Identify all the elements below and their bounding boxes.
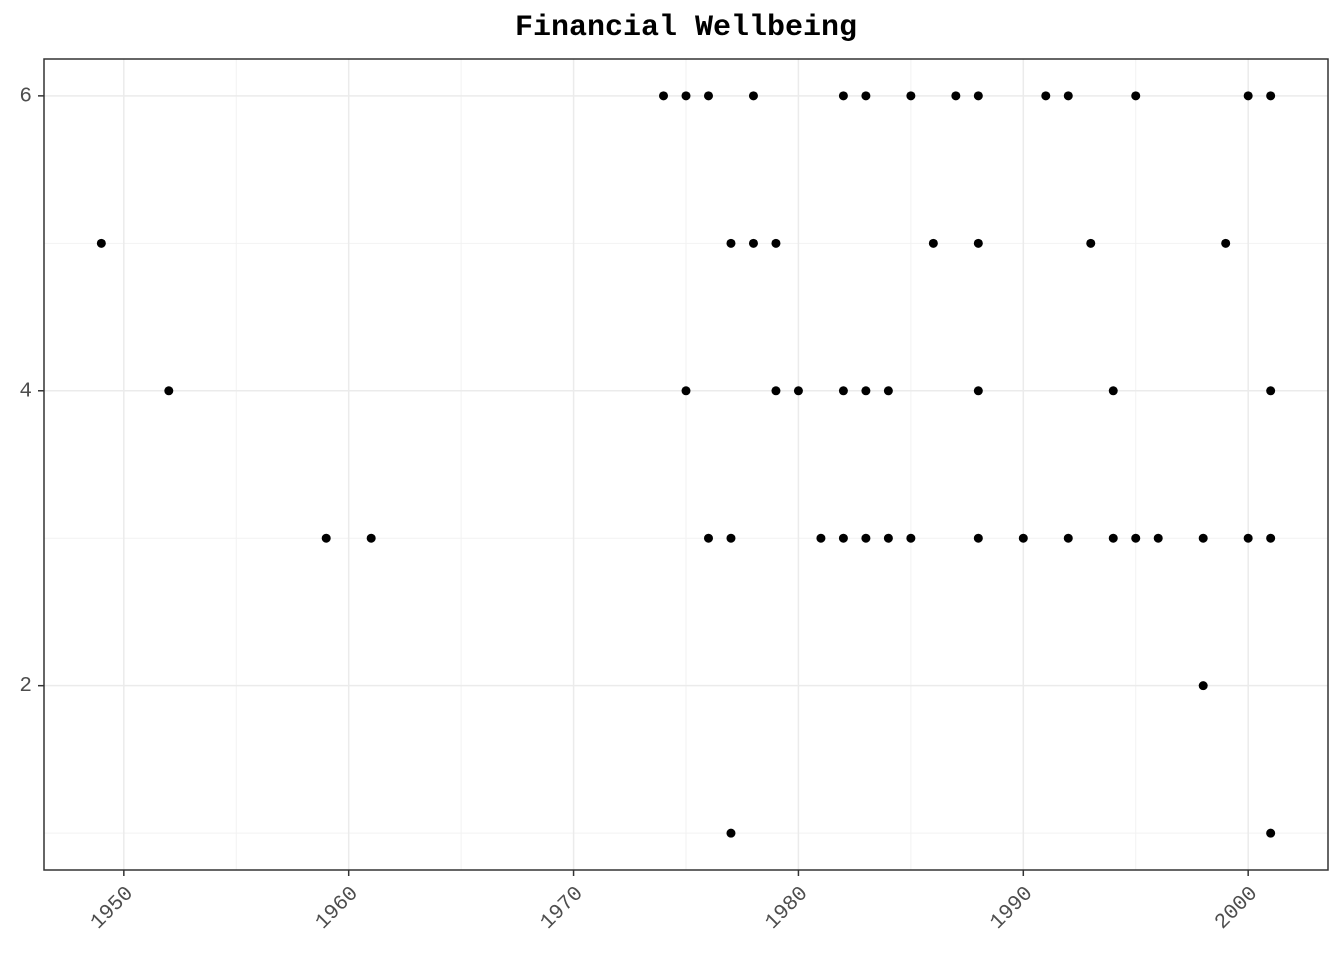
point	[726, 238, 736, 248]
point	[681, 386, 691, 396]
point	[1221, 238, 1231, 248]
y-tick-label: 2	[19, 675, 32, 698]
point	[973, 386, 983, 396]
x-tick-label: 1960	[312, 883, 364, 935]
point	[793, 386, 803, 396]
point	[1266, 91, 1276, 101]
point	[861, 533, 871, 543]
point	[973, 238, 983, 248]
point	[1018, 533, 1028, 543]
x-tick-label: 1990	[986, 883, 1038, 935]
point	[748, 238, 758, 248]
point	[816, 533, 826, 543]
point	[164, 386, 174, 396]
point	[1266, 386, 1276, 396]
point	[1243, 533, 1253, 543]
point	[1131, 91, 1141, 101]
point	[1198, 533, 1208, 543]
x-tick-label: 1980	[761, 883, 813, 935]
point	[861, 91, 871, 101]
point	[366, 533, 376, 543]
point	[861, 386, 871, 396]
point	[1108, 386, 1118, 396]
point	[726, 828, 736, 838]
point	[838, 386, 848, 396]
plot-border	[43, 58, 1329, 871]
x-tick-label: 1970	[537, 883, 589, 935]
point	[1131, 533, 1141, 543]
point	[906, 91, 916, 101]
point	[906, 533, 916, 543]
x-tick-label: 2000	[1211, 883, 1263, 935]
y-tick-label: 6	[19, 85, 32, 108]
point	[321, 533, 331, 543]
point	[681, 91, 691, 101]
point	[96, 238, 106, 248]
point	[928, 238, 938, 248]
point	[973, 91, 983, 101]
point	[973, 533, 983, 543]
point	[1063, 91, 1073, 101]
point	[1063, 533, 1073, 543]
point	[883, 533, 893, 543]
x-tick-label: 1950	[87, 883, 139, 935]
point	[838, 533, 848, 543]
point	[1266, 828, 1276, 838]
point	[1243, 91, 1253, 101]
point	[703, 91, 713, 101]
point	[883, 386, 893, 396]
point	[726, 533, 736, 543]
point	[1153, 533, 1163, 543]
point	[659, 91, 669, 101]
point	[1266, 533, 1276, 543]
point	[838, 91, 848, 101]
point	[1086, 238, 1096, 248]
point	[951, 91, 961, 101]
point	[1198, 681, 1208, 691]
y-tick-label: 4	[19, 380, 32, 403]
point	[748, 91, 758, 101]
point	[1041, 91, 1051, 101]
point	[703, 533, 713, 543]
chart-title: Financial Wellbeing	[515, 11, 857, 45]
point	[771, 386, 781, 396]
point	[1108, 533, 1118, 543]
point	[771, 238, 781, 248]
